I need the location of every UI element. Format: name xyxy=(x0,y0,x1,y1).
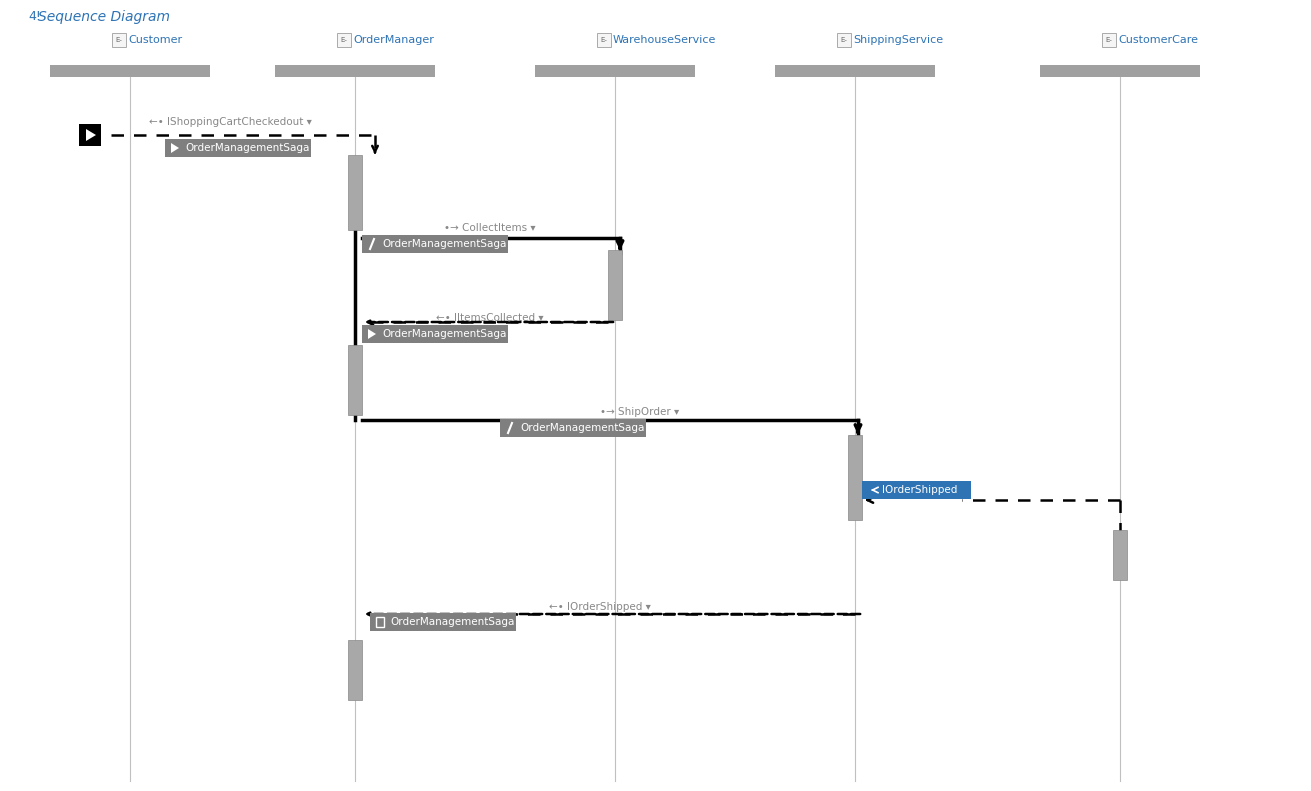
Text: CustomerCare: CustomerCare xyxy=(1118,35,1198,45)
FancyBboxPatch shape xyxy=(275,65,435,77)
Text: E-: E- xyxy=(341,37,347,43)
FancyBboxPatch shape xyxy=(499,419,646,437)
Text: E-: E- xyxy=(600,37,607,43)
Text: Sequence Diagram: Sequence Diagram xyxy=(38,10,170,24)
FancyBboxPatch shape xyxy=(50,65,210,77)
FancyBboxPatch shape xyxy=(836,33,851,47)
FancyBboxPatch shape xyxy=(347,345,362,415)
FancyBboxPatch shape xyxy=(597,33,611,47)
FancyBboxPatch shape xyxy=(111,33,126,47)
Text: ←• IShoppingCartCheckedout ▾: ←• IShoppingCartCheckedout ▾ xyxy=(148,117,312,127)
FancyBboxPatch shape xyxy=(370,613,515,631)
FancyBboxPatch shape xyxy=(848,435,863,520)
FancyBboxPatch shape xyxy=(79,124,101,146)
Text: OrderManagementSaga: OrderManagementSaga xyxy=(520,423,645,433)
FancyBboxPatch shape xyxy=(775,65,935,77)
FancyBboxPatch shape xyxy=(347,155,362,230)
FancyBboxPatch shape xyxy=(1113,530,1127,580)
Text: WarehouseService: WarehouseService xyxy=(614,35,716,45)
Text: OrderManagementSaga: OrderManagementSaga xyxy=(382,329,506,339)
Text: OrderManagementSaga: OrderManagementSaga xyxy=(382,239,506,249)
FancyBboxPatch shape xyxy=(337,33,351,47)
Text: •→ ShipOrder ▾: •→ ShipOrder ▾ xyxy=(600,407,679,417)
Text: IOrderShipped: IOrderShipped xyxy=(882,485,957,495)
FancyBboxPatch shape xyxy=(608,250,621,320)
FancyBboxPatch shape xyxy=(165,139,311,157)
Text: E-: E- xyxy=(115,37,122,43)
FancyBboxPatch shape xyxy=(362,325,507,343)
Text: E-: E- xyxy=(840,37,847,43)
Text: 4!: 4! xyxy=(28,10,41,23)
Text: OrderManagementSaga: OrderManagementSaga xyxy=(185,143,309,153)
FancyBboxPatch shape xyxy=(362,235,507,253)
Polygon shape xyxy=(368,329,376,339)
Text: ←• IItemsCollected ▾: ←• IItemsCollected ▾ xyxy=(437,313,544,323)
FancyBboxPatch shape xyxy=(1040,65,1200,77)
Text: ←• IOrderShipped ▾: ←• IOrderShipped ▾ xyxy=(549,602,652,612)
Text: ShippingService: ShippingService xyxy=(853,35,943,45)
Polygon shape xyxy=(87,129,96,141)
FancyBboxPatch shape xyxy=(535,65,695,77)
Polygon shape xyxy=(170,143,180,153)
Text: OrderManager: OrderManager xyxy=(353,35,434,45)
FancyBboxPatch shape xyxy=(1103,33,1116,47)
FancyBboxPatch shape xyxy=(347,640,362,700)
Text: •→ CollectItems ▾: •→ CollectItems ▾ xyxy=(444,223,536,233)
Text: E-: E- xyxy=(1105,37,1113,43)
FancyBboxPatch shape xyxy=(863,481,970,499)
Text: Customer: Customer xyxy=(128,35,182,45)
Text: OrderManagementSaga: OrderManagementSaga xyxy=(389,617,514,627)
